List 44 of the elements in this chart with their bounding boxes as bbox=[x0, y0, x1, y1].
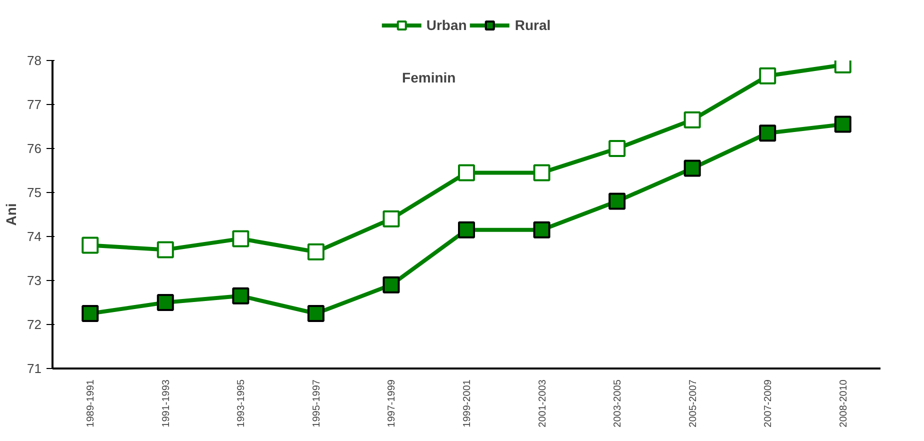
y-tick-label: 72 bbox=[27, 317, 42, 332]
x-tick-label: 1991-1993 bbox=[160, 379, 172, 428]
point bbox=[156, 294, 174, 311]
x-tick-label: 1997-1999 bbox=[386, 379, 398, 428]
point bbox=[382, 276, 400, 294]
y-axis-title: Ani bbox=[3, 203, 20, 226]
text: Feminin bbox=[402, 70, 456, 86]
y-tick-label: 75 bbox=[27, 185, 42, 200]
point bbox=[533, 164, 550, 182]
point bbox=[458, 221, 475, 238]
y-tick-label: 74 bbox=[27, 229, 42, 244]
x-tick-label: 1999-2001 bbox=[462, 379, 473, 428]
point bbox=[307, 243, 324, 260]
point bbox=[232, 230, 250, 248]
x-tick-label: 2007-2009 bbox=[763, 379, 774, 428]
x-tick-label: 2001-2003 bbox=[537, 379, 548, 428]
x-tick-label: 1989-1991 bbox=[86, 379, 97, 428]
legend-label: Urban bbox=[426, 17, 467, 33]
point bbox=[608, 140, 626, 157]
y-tick-label: 77 bbox=[27, 97, 42, 112]
point bbox=[307, 305, 324, 322]
point bbox=[608, 192, 626, 210]
point bbox=[382, 210, 400, 228]
x-tick-label: 2005-2007 bbox=[688, 379, 699, 428]
point bbox=[684, 111, 701, 128]
y-tick-label: 76 bbox=[27, 141, 42, 156]
point bbox=[156, 241, 174, 258]
x-tick-label: 2003-2005 bbox=[612, 379, 624, 428]
x-tick-label: 1995-1997 bbox=[311, 379, 322, 428]
y-tick-label: 78 bbox=[27, 53, 42, 68]
point bbox=[533, 221, 550, 238]
point bbox=[232, 287, 250, 304]
point bbox=[458, 164, 475, 182]
point bbox=[82, 305, 99, 322]
point bbox=[759, 124, 776, 142]
point bbox=[82, 236, 99, 254]
x-tick-label: 2008-2010 bbox=[838, 379, 850, 428]
y-tick-label: 71 bbox=[27, 361, 42, 376]
point bbox=[759, 67, 776, 84]
point bbox=[684, 160, 701, 177]
y-tick-label: 73 bbox=[27, 273, 42, 288]
legend-label: Rural bbox=[514, 17, 551, 33]
point bbox=[834, 116, 852, 133]
x-tick-label: 1993-1995 bbox=[236, 379, 248, 428]
